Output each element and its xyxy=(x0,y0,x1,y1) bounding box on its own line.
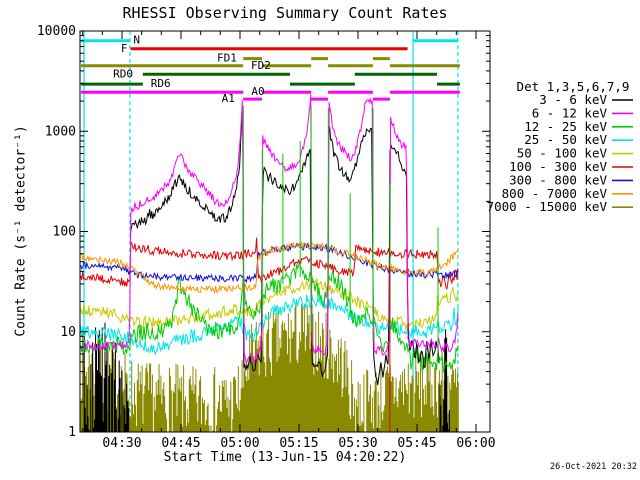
series-800-7000-kev xyxy=(80,241,459,295)
series-100-300-kev xyxy=(80,237,459,290)
legend-label: 7000 - 15000 keV xyxy=(487,199,608,214)
flag-label-a1: A1 xyxy=(222,92,235,105)
x-tick-label: 06:00 xyxy=(456,436,495,451)
flag-label-a0: A0 xyxy=(251,85,264,98)
plot-timestamp: 26-Oct-2021 20:32 xyxy=(550,462,637,472)
legend-label: 12 - 25 keV xyxy=(524,119,607,134)
y-tick-label: 1 xyxy=(68,425,76,440)
legend-label: 3 - 6 keV xyxy=(539,92,607,107)
series-6-12-kev xyxy=(80,94,459,365)
flag-label-n: N xyxy=(133,34,140,47)
x-tick-label: 05:00 xyxy=(220,436,259,451)
legend-label: 300 - 800 keV xyxy=(509,172,607,187)
y-tick-label: 100 xyxy=(53,225,76,240)
x-tick-label: 04:30 xyxy=(102,436,141,451)
legend-label: 25 - 50 keV xyxy=(524,132,607,147)
series-12-25-kev xyxy=(80,260,459,373)
flag-label-rd6: RD6 xyxy=(151,77,171,90)
y-tick-label: 10 xyxy=(60,325,76,340)
series-3-6-kev xyxy=(129,111,440,386)
series-25-50-kev xyxy=(80,294,459,356)
y-tick-label: 1000 xyxy=(45,124,76,139)
flag-label-fd1: FD1 xyxy=(217,52,237,65)
series-50-100-kev xyxy=(80,277,459,330)
chart-title: RHESSI Observing Summary Count Rates xyxy=(122,4,448,22)
series-night-dropout-comb-1 xyxy=(83,322,130,432)
x-tick-label: 05:45 xyxy=(397,436,436,451)
flag-label-f: F xyxy=(121,42,128,55)
legend-label: 800 - 7000 keV xyxy=(502,186,608,201)
legend-label: 50 - 100 keV xyxy=(517,146,608,161)
flag-label-rd0: RD0 xyxy=(113,67,133,80)
legend-label: 6 - 12 keV xyxy=(532,105,608,120)
legend-label: 100 - 300 keV xyxy=(509,159,607,174)
x-tick-label: 04:45 xyxy=(161,436,200,451)
x-tick-label: 05:30 xyxy=(338,436,377,451)
y-axis-label: Count Rate (s⁻¹ detector⁻¹) xyxy=(13,125,29,337)
flag-label-fd2: FD2 xyxy=(251,59,271,72)
legend-title: Det 1,3,5,6,7,9 xyxy=(517,79,630,94)
y-tick-label: 10000 xyxy=(37,24,76,39)
x-tick-label: 05:15 xyxy=(279,436,318,451)
x-axis-label: Start Time (13-Jun-15 04:20:22) xyxy=(163,450,407,465)
